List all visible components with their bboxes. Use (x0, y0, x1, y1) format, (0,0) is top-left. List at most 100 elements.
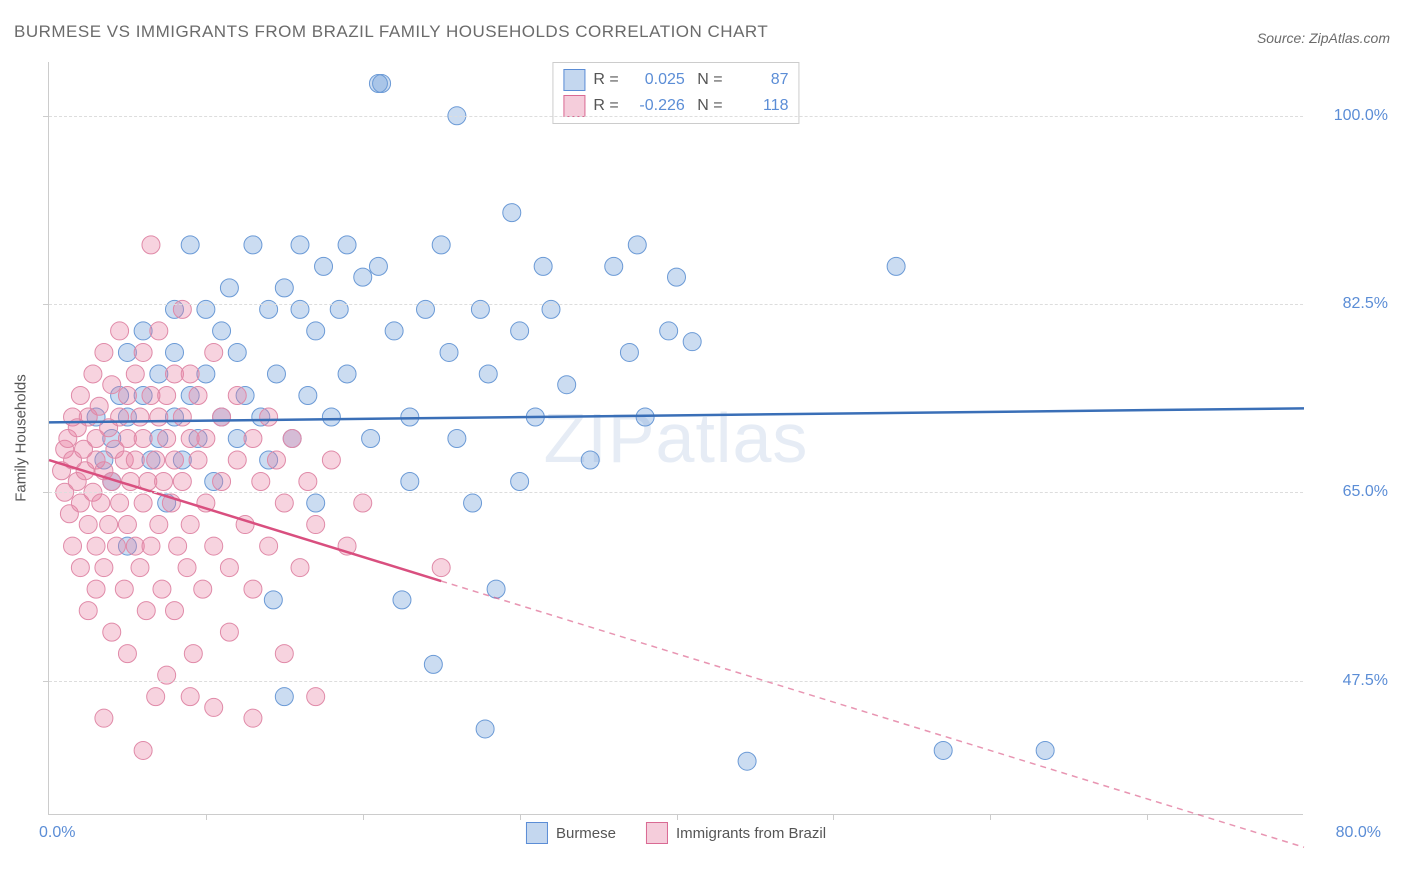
data-point (275, 645, 293, 663)
data-point (71, 559, 89, 577)
data-point (134, 741, 152, 759)
data-point (244, 430, 262, 448)
data-point (228, 451, 246, 469)
data-point (90, 397, 108, 415)
data-point (228, 386, 246, 404)
data-point (267, 365, 285, 383)
data-point (738, 752, 756, 770)
plot-svg (49, 62, 1303, 814)
data-point (299, 473, 317, 491)
data-point (260, 537, 278, 555)
data-point (511, 473, 529, 491)
data-point (79, 602, 97, 620)
data-point (220, 279, 238, 297)
scatter-chart: Family Households ZIPatlas R = 0.025 N =… (48, 62, 1303, 815)
data-point (299, 386, 317, 404)
legend-item-blue: Burmese (526, 822, 616, 844)
data-point (95, 343, 113, 361)
x-tick (363, 814, 364, 820)
n-value-pink: 118 (731, 97, 789, 115)
data-point (131, 408, 149, 426)
swatch-pink-icon (563, 95, 585, 117)
x-axis-start-label: 0.0% (39, 824, 75, 842)
data-point (213, 322, 231, 340)
data-point (283, 430, 301, 448)
data-point (134, 430, 152, 448)
y-tick (43, 681, 49, 682)
data-point (683, 333, 701, 351)
y-axis-title: Family Households (13, 374, 30, 502)
data-point (142, 537, 160, 555)
data-point (338, 236, 356, 254)
gridline (49, 116, 1303, 117)
data-point (137, 602, 155, 620)
data-point (181, 688, 199, 706)
data-point (118, 516, 136, 534)
series-legend: Burmese Immigrants from Brazil (526, 822, 826, 844)
data-point (260, 408, 278, 426)
data-point (393, 591, 411, 609)
chart-title: BURMESE VS IMMIGRANTS FROM BRAZIL FAMILY… (14, 22, 768, 42)
data-point (158, 386, 176, 404)
y-tick (43, 492, 49, 493)
data-point (275, 279, 293, 297)
data-point (103, 623, 121, 641)
data-point (189, 386, 207, 404)
data-point (479, 365, 497, 383)
data-point (511, 322, 529, 340)
data-point (448, 430, 466, 448)
x-tick (520, 814, 521, 820)
data-point (558, 376, 576, 394)
n-value-blue: 87 (731, 71, 789, 89)
legend-label: Burmese (556, 825, 616, 842)
x-tick (990, 814, 991, 820)
gridline (49, 304, 1303, 305)
data-point (244, 236, 262, 254)
data-point (213, 408, 231, 426)
data-point (307, 688, 325, 706)
data-point (291, 236, 309, 254)
data-point (487, 580, 505, 598)
data-point (291, 559, 309, 577)
data-point (213, 473, 231, 491)
data-point (131, 559, 149, 577)
data-point (71, 386, 89, 404)
data-point (84, 365, 102, 383)
x-tick (833, 814, 834, 820)
data-point (354, 268, 372, 286)
data-point (464, 494, 482, 512)
trend-line (49, 408, 1304, 422)
data-point (244, 580, 262, 598)
x-axis-end-label: 80.0% (1336, 824, 1381, 842)
x-tick (1147, 814, 1148, 820)
data-point (315, 257, 333, 275)
data-point (126, 451, 144, 469)
data-point (126, 365, 144, 383)
data-point (155, 473, 173, 491)
data-point (111, 408, 129, 426)
data-point (92, 494, 110, 512)
y-tick-label: 82.5% (1318, 295, 1388, 313)
data-point (275, 688, 293, 706)
data-point (373, 75, 391, 93)
data-point (158, 430, 176, 448)
data-point (181, 365, 199, 383)
data-point (354, 494, 372, 512)
gridline (49, 492, 1303, 493)
data-point (307, 322, 325, 340)
data-point (178, 559, 196, 577)
y-tick-label: 100.0% (1318, 107, 1388, 125)
data-point (107, 537, 125, 555)
data-point (934, 741, 952, 759)
data-point (166, 343, 184, 361)
data-point (432, 559, 450, 577)
x-tick (206, 814, 207, 820)
data-point (111, 322, 129, 340)
data-point (87, 537, 105, 555)
data-point (534, 257, 552, 275)
data-point (181, 516, 199, 534)
data-point (220, 559, 238, 577)
data-point (169, 537, 187, 555)
data-point (103, 376, 121, 394)
r-value-pink: -0.226 (627, 97, 685, 115)
